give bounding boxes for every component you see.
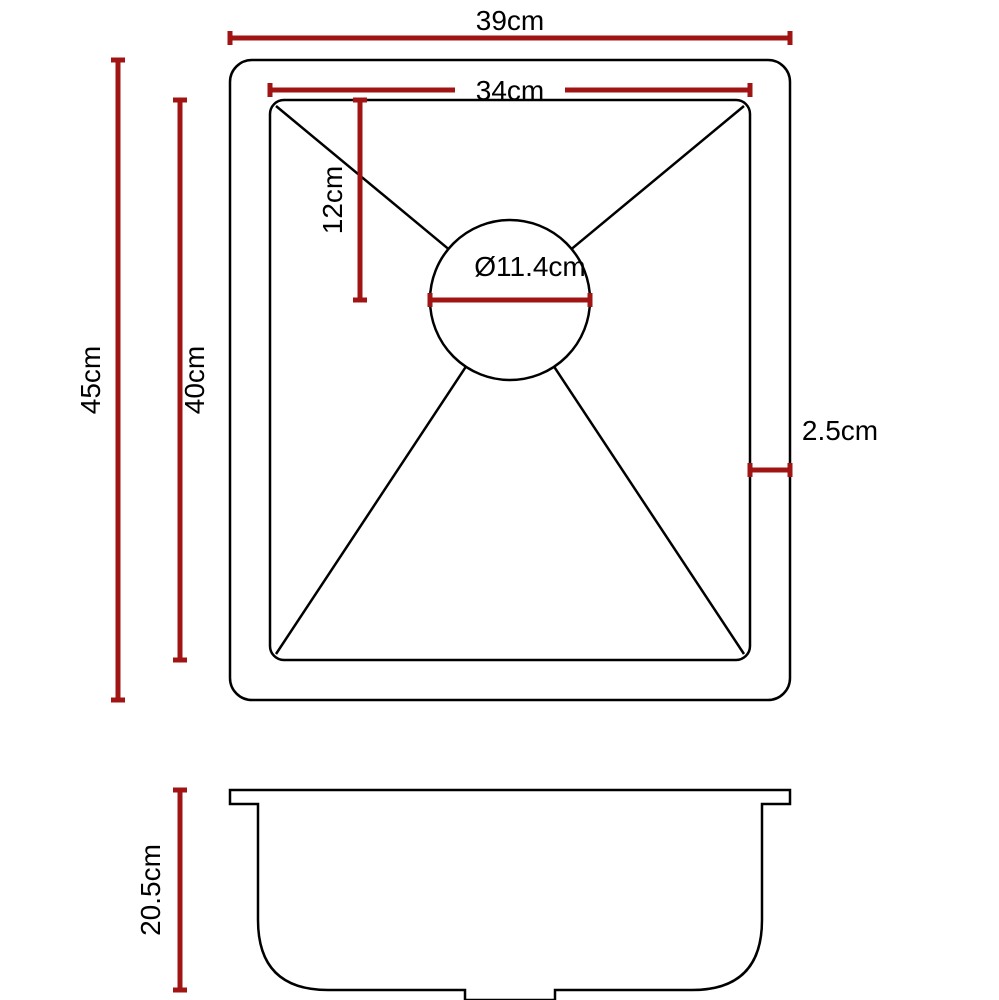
svg-text:2.5cm: 2.5cm xyxy=(802,415,878,446)
svg-text:12cm: 12cm xyxy=(317,166,348,234)
svg-text:40cm: 40cm xyxy=(179,346,210,414)
svg-text:39cm: 39cm xyxy=(476,5,544,36)
svg-text:45cm: 45cm xyxy=(75,346,106,414)
svg-text:34cm: 34cm xyxy=(476,75,544,106)
svg-text:Ø11.4cm: Ø11.4cm xyxy=(474,251,586,282)
svg-text:20.5cm: 20.5cm xyxy=(135,844,166,936)
sink-dimension-diagram: 39cm 34cm 45cm 40cm 12cm Ø11.4cm 2.5cm 20.5cm xyxy=(0,0,999,1000)
